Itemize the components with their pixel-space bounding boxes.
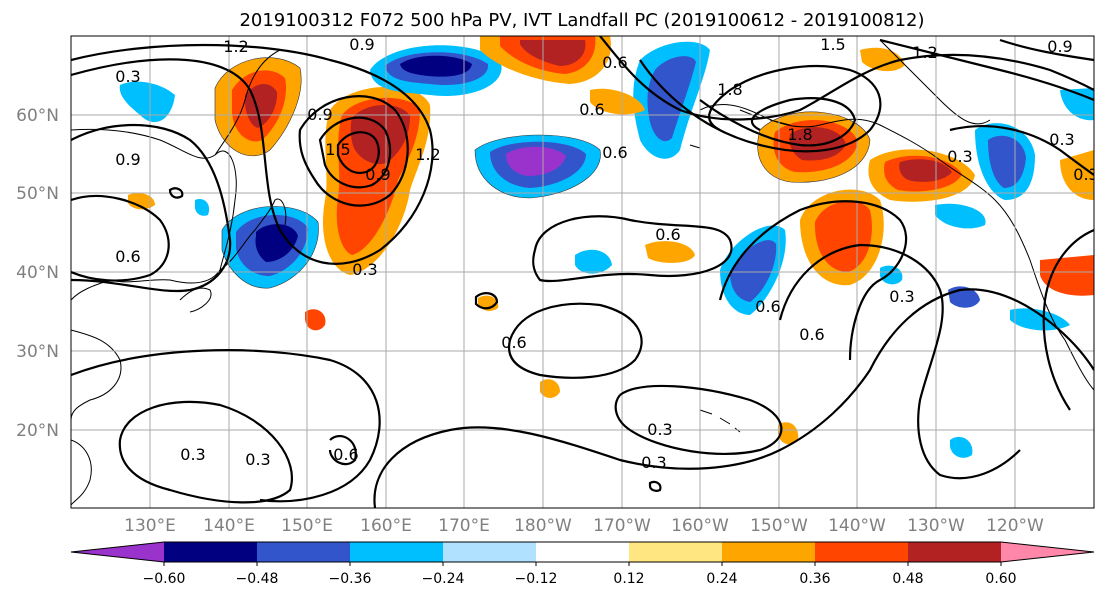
lon-tick-label: 120°W [986, 516, 1044, 536]
lon-tick-labels: 130°E 140°E 150°E 160°E 170°E 180°W 170°… [124, 516, 1044, 536]
lon-tick-label: 160°W [671, 516, 729, 536]
colorbar-tick-label: 0.60 [985, 571, 1016, 587]
contour-label: 0.3 [245, 450, 270, 469]
contour-label: 1.8 [787, 125, 812, 144]
contour-label: 0.3 [352, 260, 377, 279]
colorbar-tick-label: 0.48 [892, 571, 923, 587]
anomaly-japan-negative [222, 206, 319, 289]
anomaly-midpacific-negative [475, 135, 601, 198]
contour-label: 0.9 [307, 105, 332, 124]
contour-label: 0.6 [579, 100, 604, 119]
contour-label: 0.6 [755, 297, 780, 316]
contour-label: 0.9 [365, 165, 390, 184]
contour-label: 0.3 [180, 445, 205, 464]
anomaly-130w-negative [975, 123, 1035, 200]
colorbar-segments [70, 541, 1095, 563]
colorbar-tick-label: 0.12 [613, 571, 644, 587]
map-title: 2019100312 F072 500 hPa PV, IVT Landfall… [239, 10, 924, 31]
contour-label: 0.3 [647, 420, 672, 439]
lat-tick-label: 40°N [16, 263, 59, 283]
colorbar-segment [71, 542, 164, 562]
colorbar-segment [908, 542, 1002, 562]
lat-tick-label: 50°N [16, 184, 59, 204]
colorbar-tick-label: 0.24 [706, 571, 737, 587]
anomaly-north-positive [480, 36, 611, 84]
contour-label: 0.9 [349, 35, 374, 54]
map-frame [70, 35, 1095, 509]
contour-labels: 1.2 0.9 0.6 1.5 0.9 1.2 0.9 0.6 0.9 0.6 … [115, 35, 1098, 472]
colorbar: −0.60 −0.48 −0.36 −0.24 −0.12 0.12 0.24 0.36 0.4… [70, 541, 1095, 587]
contour-label: 0.6 [602, 53, 627, 72]
contour-label: 0.6 [501, 333, 526, 352]
colorbar-tick-label: −0.12 [515, 571, 558, 587]
contour-label: 0.6 [333, 445, 358, 464]
contour-label: 0.9 [1047, 37, 1072, 56]
contour-label: 0.6 [799, 325, 824, 344]
lon-tick-label: 170°W [593, 516, 651, 536]
colorbar-tick-label: −0.36 [329, 571, 372, 587]
contour-label: 1.2 [223, 37, 248, 56]
colorbar-segment [815, 542, 909, 562]
lon-tick-label: 170°E [438, 516, 490, 536]
colorbar-tick-label: −0.24 [422, 571, 465, 587]
lon-tick-label: 140°W [828, 516, 886, 536]
lat-tick-labels: 60°N 50°N 40°N 30°N 20°N [16, 106, 59, 441]
colorbar-segment [629, 542, 723, 562]
shading-borders [214, 57, 871, 289]
anomaly-135w-positive [868, 149, 975, 202]
contour-label: 1.5 [325, 140, 350, 159]
contour-label: 0.3 [1049, 130, 1074, 149]
lon-tick-label: 140°E [203, 516, 255, 536]
colorbar-segment [536, 542, 630, 562]
colorbar-ticks: −0.60 −0.48 −0.36 −0.24 −0.12 0.12 0.24 0.36 0.4… [143, 562, 1017, 587]
lon-tick-label: 150°E [281, 516, 333, 536]
map-panel: 1.2 0.9 0.6 1.5 0.9 1.2 0.9 0.6 0.9 0.6 … [70, 35, 1098, 509]
colorbar-segment [164, 542, 258, 562]
contour-label: 0.6 [655, 225, 680, 244]
anomaly-bering-negative [633, 41, 710, 159]
lat-tick-label: 20°N [16, 421, 59, 441]
pv-contours [71, 36, 1094, 508]
lat-tick-label: 30°N [16, 342, 59, 362]
lon-tick-label: 180°W [514, 516, 572, 536]
contour-label: 1.5 [820, 35, 845, 54]
lon-tick-label: 130°W [907, 516, 965, 536]
contour-label: 0.9 [115, 150, 140, 169]
contour-label: 0.3 [641, 453, 666, 472]
colorbar-tick-label: −0.60 [143, 571, 186, 587]
graticule [71, 36, 1094, 508]
contour-label: 0.3 [1073, 165, 1098, 184]
contour-label: 1.2 [912, 43, 937, 62]
colorbar-segment [722, 542, 816, 562]
contour-label: 0.3 [115, 67, 140, 86]
lon-tick-label: 160°E [360, 516, 412, 536]
lat-tick-label: 60°N [16, 106, 59, 126]
colorbar-segment [443, 542, 537, 562]
contour-label: 0.6 [602, 143, 627, 162]
contour-label: 1.8 [717, 80, 742, 99]
colorbar-segment [350, 542, 444, 562]
contour-label: 1.2 [415, 145, 440, 164]
contour-label: 0.3 [947, 147, 972, 166]
contour-label: 0.6 [115, 247, 140, 266]
anomaly-aleutian-negative [370, 45, 502, 96]
contour-label: 0.3 [889, 287, 914, 306]
anomaly-okhotsk-positive [215, 57, 302, 156]
lon-tick-label: 130°E [124, 516, 176, 536]
colorbar-segment [1001, 542, 1094, 562]
lon-tick-label: 150°W [750, 516, 808, 536]
colorbar-tick-label: 0.36 [799, 571, 830, 587]
colorbar-tick-label: −0.48 [236, 571, 279, 587]
colorbar-segment [257, 542, 351, 562]
